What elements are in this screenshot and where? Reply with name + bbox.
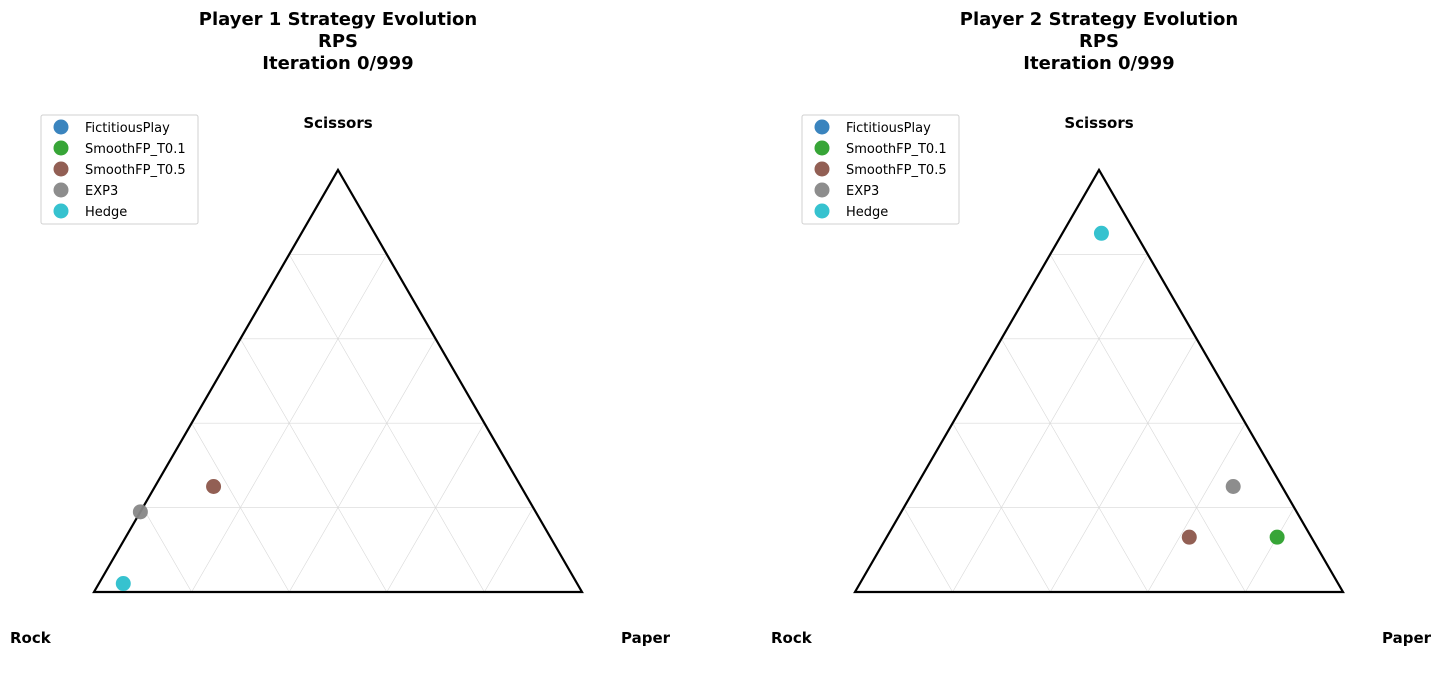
player2-points [1093,225,1285,545]
player2-legend-label: SmoothFP_T0.5 [846,163,947,178]
player1-simplex-border [92,167,584,594]
player1-legend-marker [53,161,69,177]
player2-point-smoothfp-t0-5 [1181,529,1197,545]
player2-grid [903,254,1295,593]
player2-legend-marker [814,140,830,156]
player1-grid-line [288,338,436,593]
player1-legend-marker [53,140,69,156]
player2-grid-line [1001,338,1149,593]
player1-legend-marker [53,203,69,219]
player1-point-smoothfp-t0-5 [206,479,222,494]
player1-legend: FictitiousPlay SmoothFP_T0.1 SmoothFP_T0.5… [40,114,199,225]
player2-legend-box [801,114,960,225]
player2-panel: Player 2 Strategy Evolution RPS Iteratio… [771,9,1432,647]
player2-point-smoothfp-t0-1 [1269,529,1285,545]
player2-grid-line [903,507,953,593]
player1-legend-box [40,114,199,225]
player1-legend-label: FictitiousPlay [85,121,170,136]
player1-title-line1: Player 1 Strategy Evolution [199,9,477,30]
player2-point-hedge [1093,225,1109,241]
player1-legend-marker [53,119,69,135]
player2-grid-line [1049,338,1197,593]
player2-legend-marker [814,161,830,177]
player1-grid-line [484,507,534,593]
player1-panel: Player 1 Strategy Evolution RPS Iteratio… [10,9,671,647]
player1-title-line3: Iteration 0/999 [262,53,413,74]
player2-grid-line [1147,423,1246,593]
player2-legend-marker [814,203,830,219]
player2-vertex-scissors: Scissors [1064,114,1133,132]
player2-legend-label: Hedge [846,205,888,220]
player2-legend-label: EXP3 [846,184,879,199]
player1-vertex-rock: Rock [10,629,52,647]
player2-title-line1: Player 2 Strategy Evolution [960,9,1238,30]
player1-title-line2: RPS [318,31,358,52]
player1-legend-label: SmoothFP_T0.1 [85,142,186,157]
player2-legend-marker [814,182,830,198]
player2-legend-label: SmoothFP_T0.1 [846,142,947,157]
player1-grid-line [191,423,290,593]
player2-grid-line [952,423,1051,593]
player1-legend-label: Hedge [85,205,127,220]
player1-grid-line [142,507,192,593]
player1-grid-line [240,338,388,593]
player1-legend-label: EXP3 [85,184,118,199]
player2-grid-line [1245,507,1295,593]
player2-legend: FictitiousPlay SmoothFP_T0.1 SmoothFP_T0.5… [801,114,960,225]
player1-vertex-paper: Paper [621,629,671,647]
player1-point-hedge [115,576,131,592]
player2-vertex-paper: Paper [1382,629,1432,647]
player1-legend-marker [53,182,69,198]
player2-legend-marker [814,119,830,135]
player2-legend-label: FictitiousPlay [846,121,931,136]
player2-point-exp3 [1225,479,1241,494]
player2-title-line2: RPS [1079,31,1119,52]
player1-point-exp3 [132,504,148,520]
player1-grid-line [386,423,485,593]
player1-points [115,479,222,592]
player2-vertex-rock: Rock [771,629,813,647]
player2-title-line3: Iteration 0/999 [1023,53,1174,74]
player1-grid [142,254,534,593]
player1-vertex-scissors: Scissors [303,114,372,132]
player1-legend-label: SmoothFP_T0.5 [85,163,186,178]
player2-simplex-border [853,167,1345,594]
